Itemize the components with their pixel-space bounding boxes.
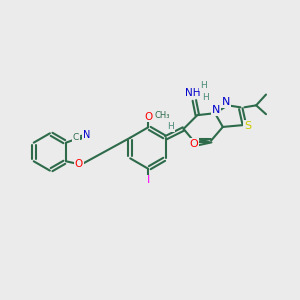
Text: S: S (244, 121, 251, 131)
Text: CH₃: CH₃ (155, 111, 170, 120)
Text: H: H (202, 93, 208, 102)
Text: O: O (144, 112, 152, 122)
Text: H: H (167, 122, 174, 131)
Text: O: O (75, 159, 83, 169)
Text: N: N (212, 105, 220, 115)
Text: H: H (200, 81, 207, 90)
Text: C: C (73, 133, 79, 142)
Text: I: I (146, 176, 150, 185)
Text: N: N (222, 98, 230, 107)
Text: NH: NH (184, 88, 200, 98)
Text: N: N (188, 139, 196, 148)
Text: O: O (189, 139, 198, 148)
Text: N: N (83, 130, 90, 140)
